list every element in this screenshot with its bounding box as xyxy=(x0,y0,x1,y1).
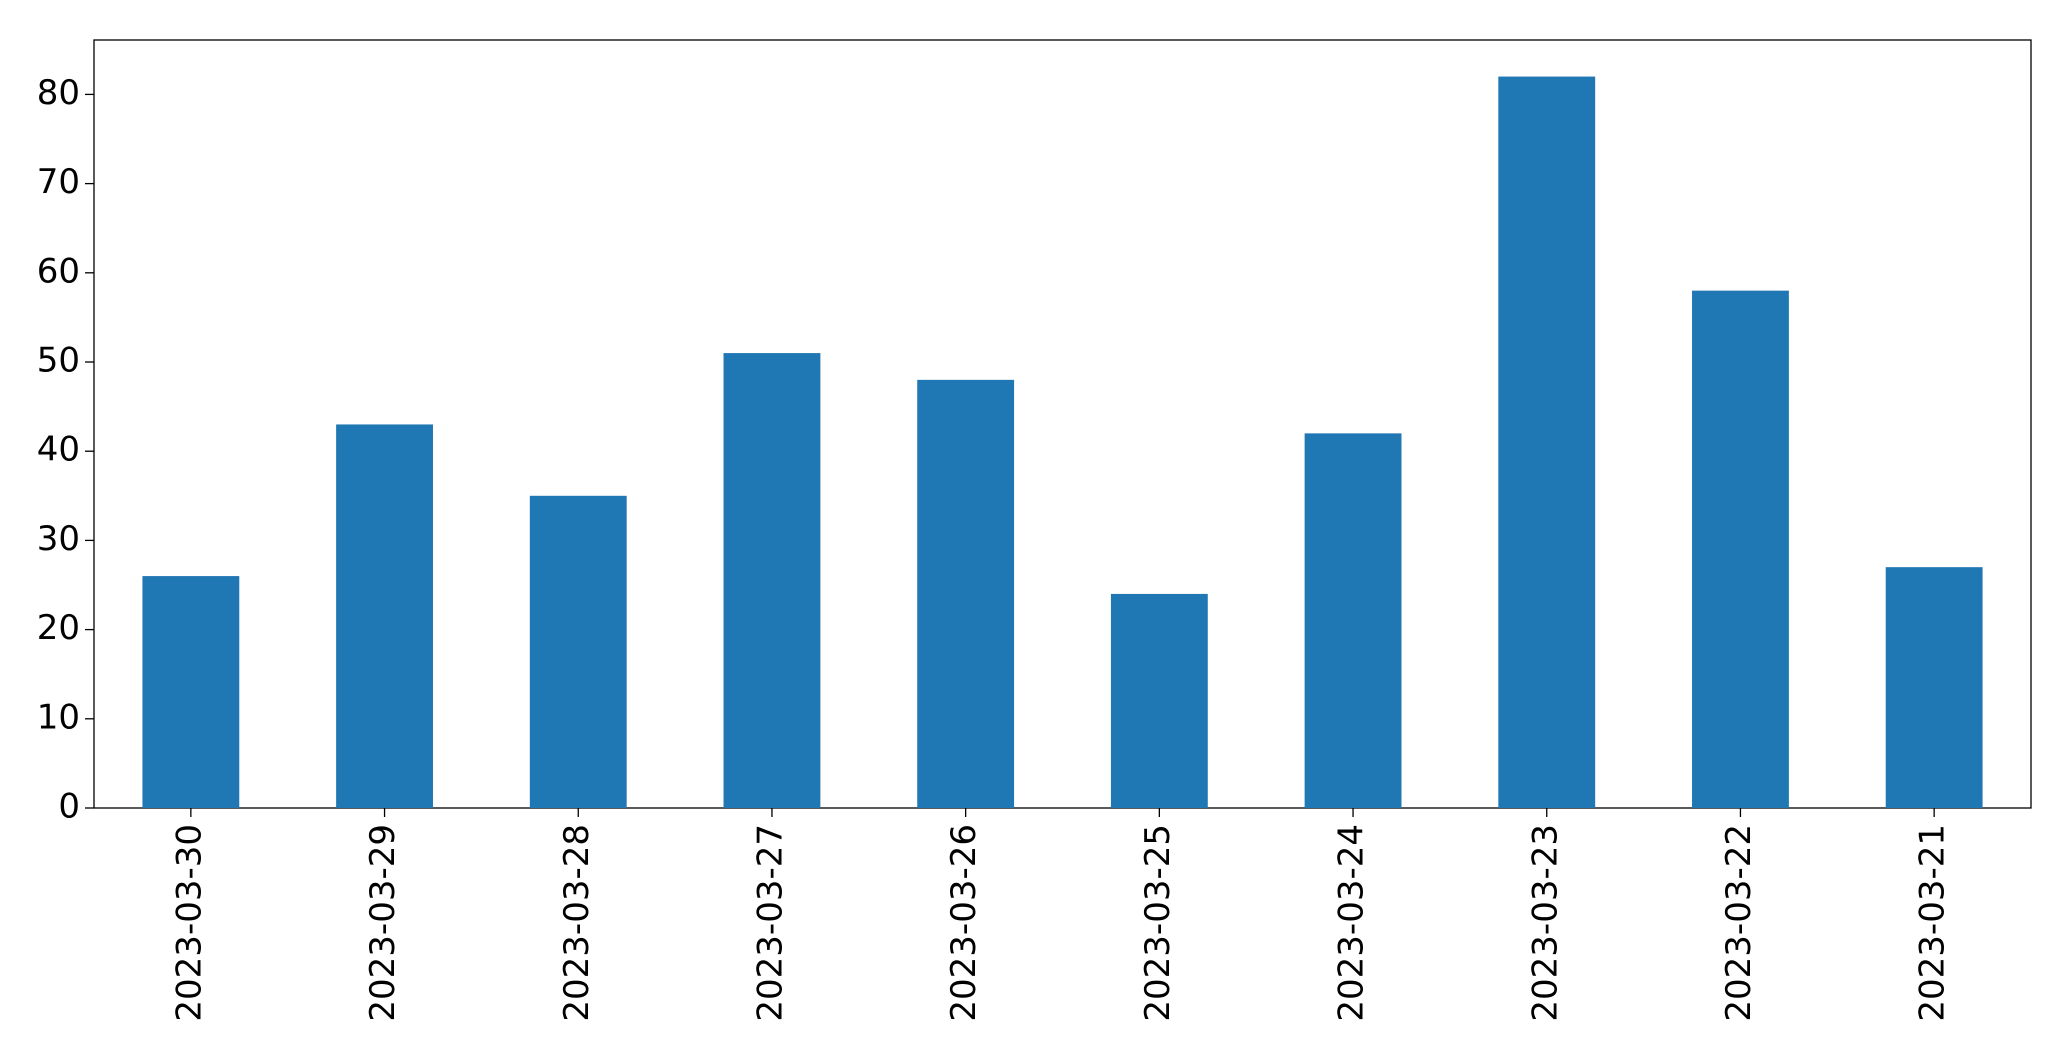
bar xyxy=(529,495,627,808)
bar xyxy=(142,576,240,808)
x-tick-label: 2023-03-22 xyxy=(1719,824,1759,1022)
y-tick-label: 40 xyxy=(37,430,80,470)
y-tick-label: 0 xyxy=(58,787,80,827)
x-tick-label: 2023-03-23 xyxy=(1525,824,1565,1022)
bar xyxy=(723,353,821,808)
bar xyxy=(336,424,433,808)
y-tick-label: 70 xyxy=(37,162,80,202)
y-tick-label: 60 xyxy=(37,251,80,291)
bar xyxy=(1110,593,1208,808)
bar xyxy=(1304,433,1402,808)
bar xyxy=(1498,76,1596,809)
x-tick-label: 2023-03-21 xyxy=(1913,824,1953,1022)
y-tick-label: 80 xyxy=(37,73,80,113)
x-tick-label: 2023-03-24 xyxy=(1332,824,1372,1022)
x-tick-label: 2023-03-28 xyxy=(557,824,597,1022)
y-tick-label: 20 xyxy=(37,608,80,648)
bar xyxy=(917,379,1015,808)
bar xyxy=(1692,290,1789,808)
plot-frame xyxy=(93,39,2032,809)
x-tick-label: 2023-03-26 xyxy=(944,824,984,1022)
y-tick-label: 10 xyxy=(37,697,80,737)
x-tick-label: 2023-03-30 xyxy=(169,824,209,1022)
y-tick-label: 30 xyxy=(37,519,80,559)
x-tick-label: 2023-03-27 xyxy=(750,824,790,1022)
x-tick-label: 2023-03-29 xyxy=(363,824,403,1022)
x-tick-label: 2023-03-25 xyxy=(1138,824,1178,1022)
y-tick-label: 50 xyxy=(37,341,80,381)
bar xyxy=(1885,567,1983,808)
